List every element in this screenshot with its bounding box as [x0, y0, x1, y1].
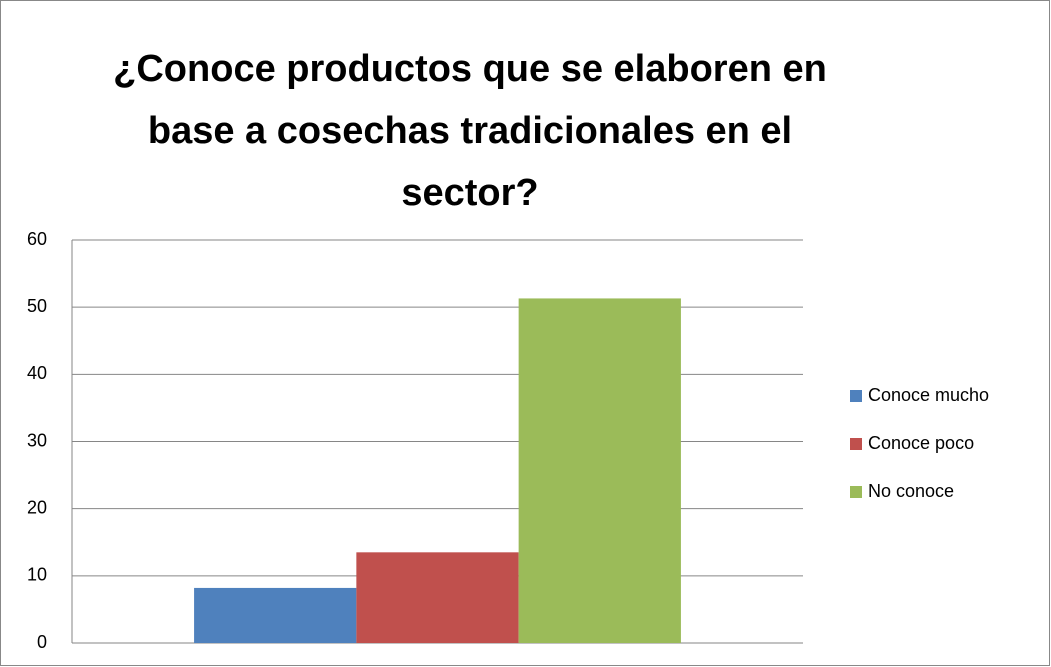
y-tick-label: 40	[27, 363, 47, 383]
legend-label: Conoce mucho	[868, 385, 989, 405]
chart-title: ¿Conoce productos que se elaboren en bas…	[113, 48, 827, 214]
bar	[194, 587, 357, 643]
y-tick-label: 30	[27, 430, 47, 450]
y-tick-label: 50	[27, 296, 47, 316]
y-tick-label: 60	[27, 229, 47, 249]
legend-swatch	[850, 486, 862, 498]
legend-swatch	[850, 438, 862, 450]
y-tick-label: 0	[37, 632, 47, 652]
y-tick-label: 10	[27, 565, 47, 585]
legend-label: Conoce poco	[868, 433, 974, 453]
bar	[518, 298, 681, 643]
y-tick-label: 20	[27, 497, 47, 517]
legend-label: No conoce	[868, 481, 954, 501]
bar	[356, 552, 519, 643]
legend-swatch	[850, 390, 862, 402]
